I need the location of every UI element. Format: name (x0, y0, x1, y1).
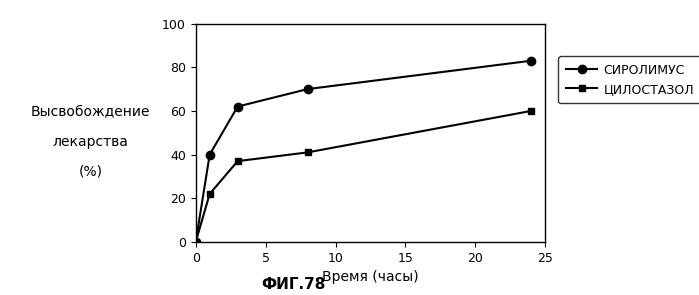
ЦИЛОСТАЗОЛ (233, 159, 242, 163)
СИРОЛИМУС (527, 59, 535, 63)
ЦИЛОСТАЗОЛ (192, 240, 200, 244)
СИРОЛИМУС (192, 240, 200, 244)
СИРОЛИМУС (303, 87, 312, 91)
ЦИЛОСТАЗОЛ (527, 109, 535, 113)
Legend: СИРОЛИМУС, ЦИЛОСТАЗОЛ: СИРОЛИМУС, ЦИЛОСТАЗОЛ (559, 56, 699, 103)
Text: Высвобождение: Высвобождение (31, 105, 150, 119)
ЦИЛОСТАЗОЛ (206, 192, 214, 196)
Text: (%): (%) (79, 164, 103, 178)
X-axis label: Время (часы): Время (часы) (322, 270, 419, 284)
Line: ЦИЛОСТАЗОЛ: ЦИЛОСТАЗОЛ (192, 107, 535, 245)
Text: лекарства: лекарства (53, 135, 129, 149)
СИРОЛИМУС (206, 153, 214, 156)
Text: ФИГ.78: ФИГ.78 (261, 277, 326, 292)
ЦИЛОСТАЗОЛ (303, 151, 312, 154)
Line: СИРОЛИМУС: СИРОЛИМУС (192, 57, 535, 246)
СИРОЛИМУС (233, 105, 242, 108)
